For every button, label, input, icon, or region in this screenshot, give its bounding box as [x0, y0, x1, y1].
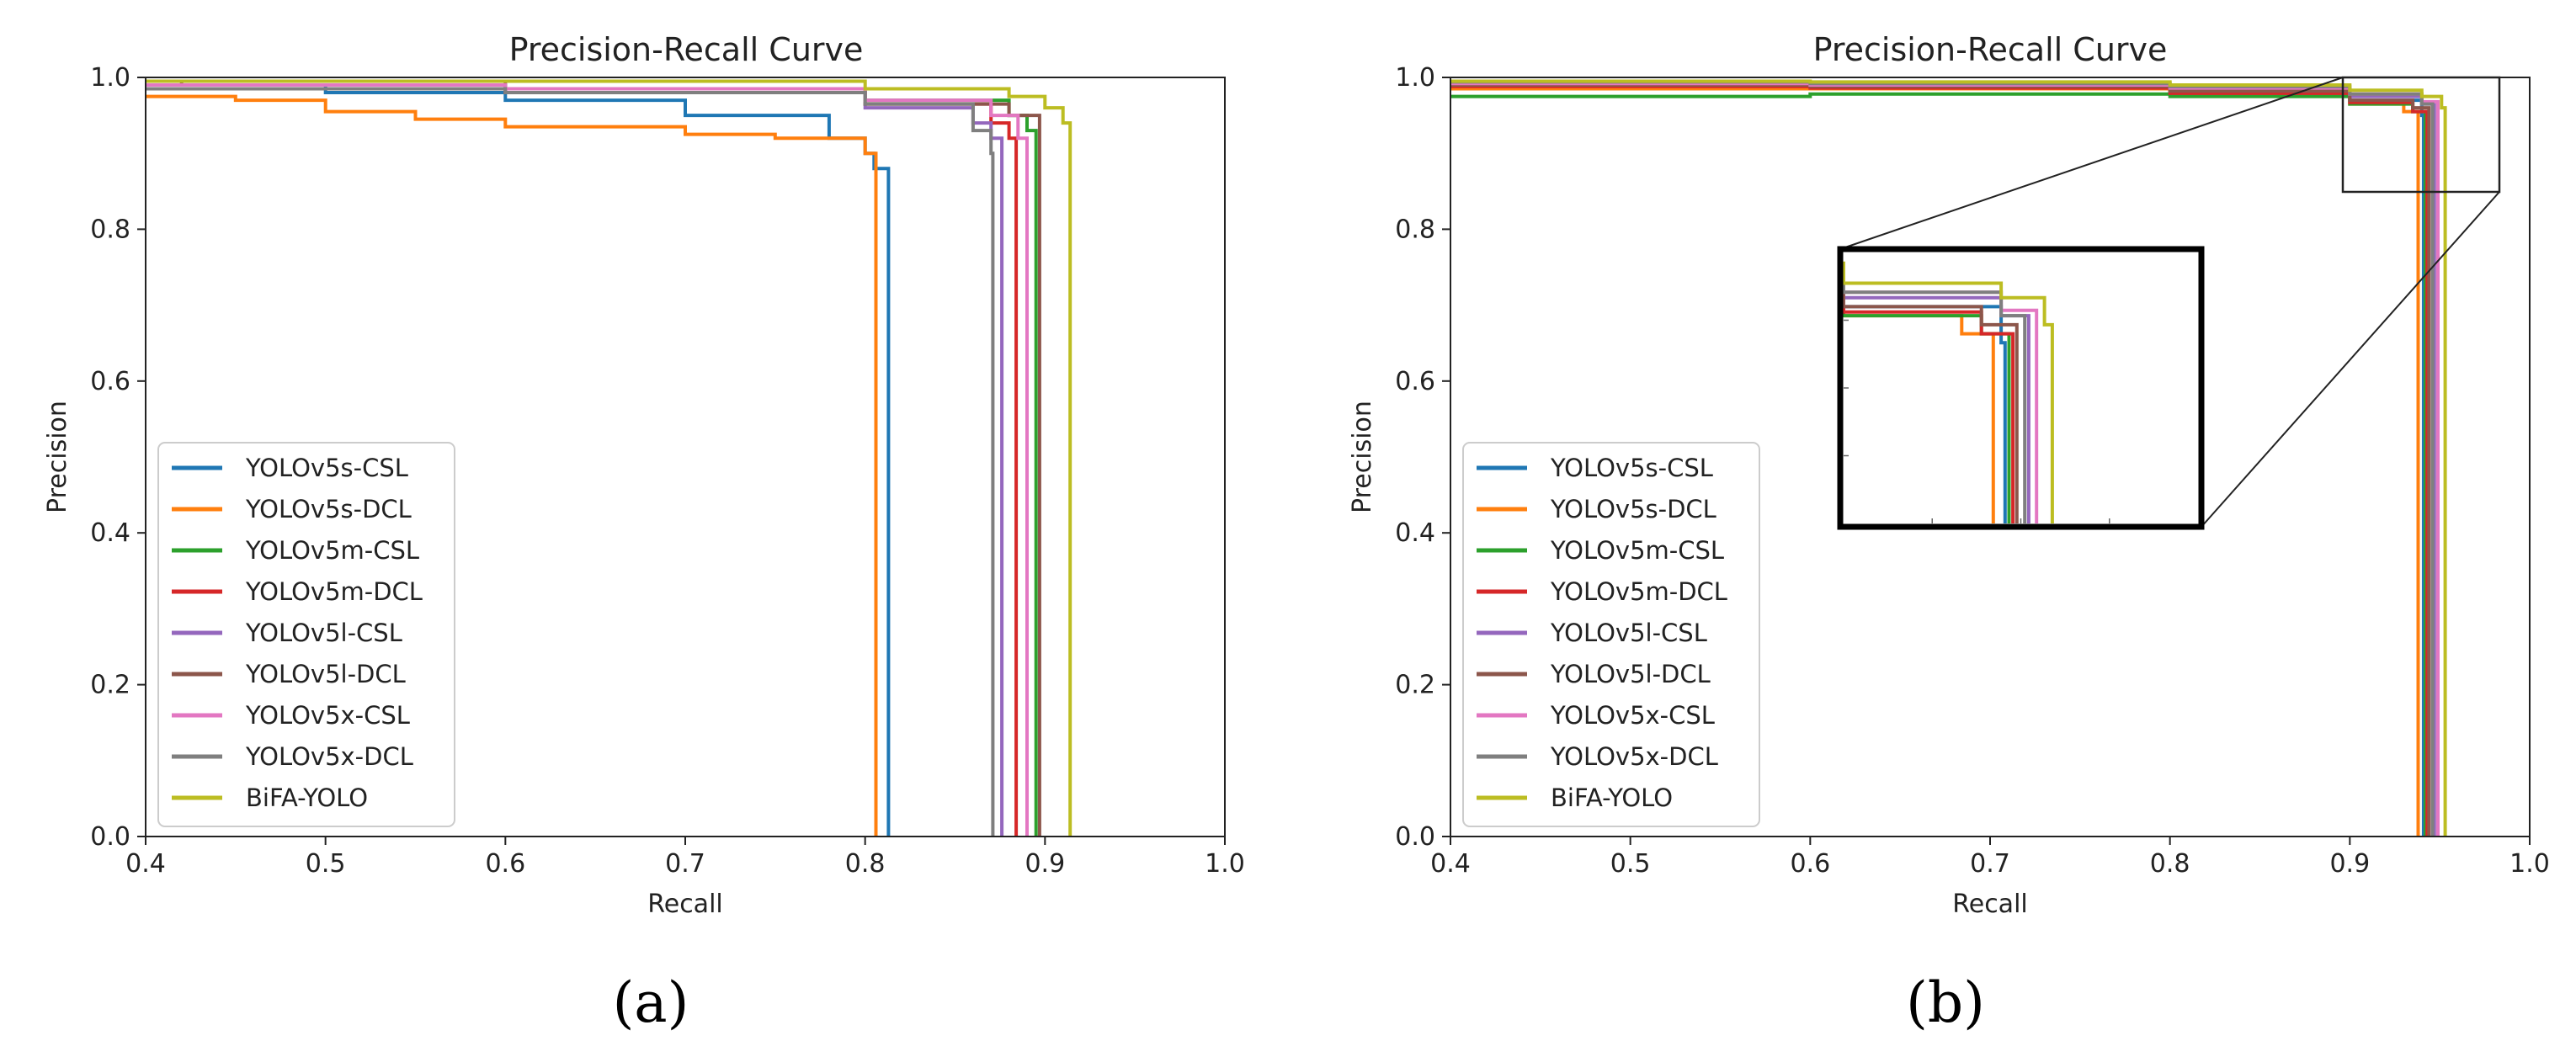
- chart-panel-a: Precision-Recall Curve 0.4 0.5 0.6 0.7 0.8 0.…: [43, 31, 1245, 1035]
- axes-ticks: 0.4 0.5 0.6 0.7 0.8 0.9 1.0 0.0 0.2 0.4 0.6 0.8 1.0: [90, 63, 1245, 879]
- legend-entry: YOLOv5x-CSL: [1550, 701, 1715, 730]
- legend-entry: YOLOv5m-DCL: [1550, 577, 1727, 606]
- panel-label: (b): [1906, 970, 1985, 1035]
- x-tick-label: 0.8: [845, 849, 886, 879]
- series-lines: [146, 79, 1072, 837]
- plot-area: 0.4 0.5 0.6 0.7 0.8 0.9 1.0 0.0 0.2 0.4 0.6 0.8 1.0: [90, 63, 1245, 879]
- series-line-yolov5x-dcl: [146, 87, 995, 837]
- legend-entry: BiFA-YOLO: [246, 783, 368, 812]
- legend-entry: BiFA-YOLO: [1551, 783, 1673, 812]
- inset-frame: [1837, 246, 2205, 530]
- legend-entry: YOLOv5l-CSL: [1550, 619, 1707, 647]
- y-axis-label: Precision: [1348, 401, 1377, 513]
- panel-label: (a): [613, 970, 689, 1035]
- zoom-connector-line: [2201, 191, 2500, 528]
- x-tick-label: 0.4: [1430, 849, 1471, 879]
- legend-entry: YOLOv5m-CSL: [1550, 536, 1724, 565]
- legend-box: [1462, 442, 1760, 827]
- y-tick-label: 0.8: [90, 215, 130, 244]
- legend-entry: YOLOv5s-DCL: [245, 495, 412, 523]
- x-axis-label: Recall: [1952, 890, 2028, 919]
- legend-entry: YOLOv5m-DCL: [245, 577, 423, 606]
- x-tick-label: 0.8: [2150, 849, 2190, 879]
- y-axis-label: Precision: [43, 401, 72, 513]
- y-tick-label: 0.4: [1395, 518, 1435, 548]
- legend-entry: YOLOv5s-CSL: [1550, 454, 1713, 482]
- y-tick-label: 0.6: [90, 367, 130, 396]
- inset-series-lines: [1842, 261, 2054, 523]
- y-tick-label: 1.0: [90, 63, 130, 93]
- zoom-box: [2341, 76, 2501, 194]
- axes-frame: [145, 77, 1226, 837]
- y-tick-label: 0.2: [90, 671, 130, 700]
- inset-series-line-bifa-yolo: [1842, 261, 2054, 523]
- chart-panel-b: Precision-Recall Curve 0.4 0.5 0.6 0.7 0.8 0.…: [1348, 31, 2550, 1035]
- axes-ticks: 0.4 0.5 0.6 0.7 0.8 0.9 1.0 0.0 0.2 0.4 0.6 0.8 1.0: [1395, 63, 2550, 879]
- legend-entry: YOLOv5l-DCL: [1550, 660, 1711, 688]
- plot-area: 0.4 0.5 0.6 0.7 0.8 0.9 1.0 0.0 0.2 0.4 0.6 0.8 1.0: [1395, 63, 2550, 879]
- legend: YOLOv5s-CSL YOLOv5s-DCL YOLOv5m-CSL YOLOv5m…: [1462, 442, 1760, 827]
- legend: YOLOv5s-CSL YOLOv5s-DCL YOLOv5m-CSL YOLOv5m…: [157, 442, 455, 827]
- legend-entry: YOLOv5x-DCL: [245, 742, 413, 771]
- x-tick-label: 0.9: [1025, 849, 1065, 879]
- series-line-yolov5s-csl: [146, 83, 891, 837]
- x-tick-label: 1.0: [1205, 849, 1245, 879]
- legend-entry: YOLOv5x-DCL: [1550, 742, 1718, 771]
- x-tick-label: 0.5: [306, 849, 346, 879]
- legend-entry: YOLOv5m-CSL: [245, 536, 419, 565]
- chart-title: Precision-Recall Curve: [1813, 31, 2168, 68]
- inset-ticks: [1844, 319, 2110, 523]
- y-tick-label: 0.6: [1395, 367, 1435, 396]
- zoom-connector-line: [1839, 77, 2344, 250]
- y-tick-label: 1.0: [1395, 63, 1435, 93]
- legend-entry: YOLOv5s-CSL: [245, 454, 408, 482]
- y-tick-label: 0.8: [1395, 215, 1435, 244]
- chart-title: Precision-Recall Curve: [509, 31, 864, 68]
- x-tick-label: 0.9: [2329, 849, 2370, 879]
- y-tick-label: 0.4: [90, 518, 130, 548]
- x-tick-label: 0.5: [1610, 849, 1651, 879]
- legend-entry: YOLOv5s-DCL: [1550, 495, 1716, 523]
- series-lines: [1450, 79, 2447, 837]
- series-line-yolov5s-dcl: [146, 94, 878, 837]
- x-tick-label: 0.6: [485, 849, 525, 879]
- x-tick-label: 0.6: [1790, 849, 1830, 879]
- y-tick-label: 0.2: [1395, 671, 1435, 700]
- legend-box: [157, 442, 455, 827]
- legend-entry: YOLOv5x-CSL: [245, 701, 410, 730]
- y-tick-label: 0.0: [1395, 822, 1435, 852]
- x-tick-label: 0.7: [665, 849, 705, 879]
- series-line-bifa-yolo: [1450, 79, 2447, 837]
- legend-entry: YOLOv5l-CSL: [245, 619, 402, 647]
- x-axis-label: Recall: [647, 890, 723, 919]
- y-tick-label: 0.0: [90, 822, 130, 852]
- zoom-inset: [1837, 246, 2205, 530]
- legend-entry: YOLOv5l-DCL: [245, 660, 406, 688]
- x-tick-label: 0.4: [125, 849, 166, 879]
- x-tick-label: 1.0: [2509, 849, 2550, 879]
- zoom-indicator: [1839, 76, 2501, 528]
- axes-frame: [1450, 77, 2531, 837]
- x-tick-label: 0.7: [1970, 849, 2010, 879]
- inset-background: [1840, 249, 2201, 527]
- series-line-bifa-yolo: [146, 79, 1072, 837]
